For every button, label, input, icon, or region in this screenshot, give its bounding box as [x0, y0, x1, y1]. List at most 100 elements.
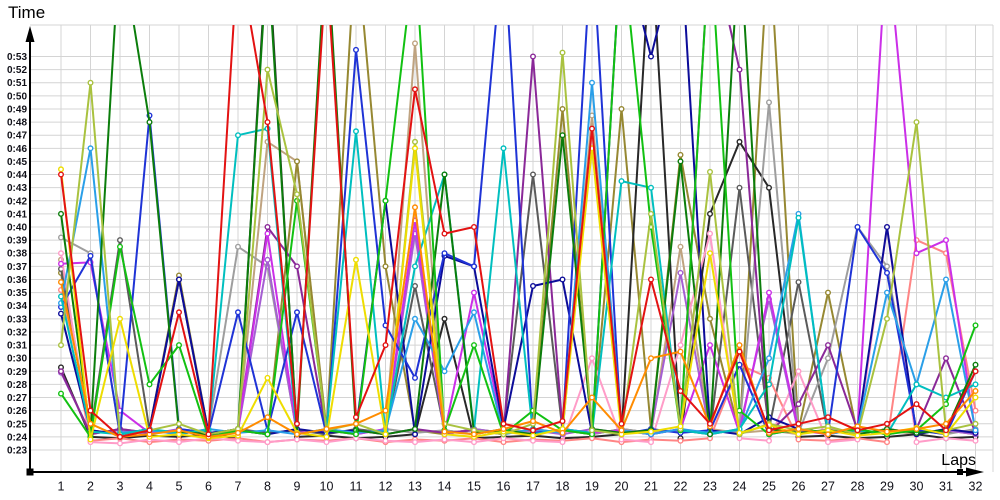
- data-point: [412, 263, 419, 270]
- y-tick-label: 0:42: [7, 196, 27, 207]
- data-point: [264, 414, 271, 421]
- data-point: [441, 230, 448, 237]
- data-point: [736, 429, 743, 436]
- y-tick-label: 0:50: [7, 91, 27, 102]
- data-point: [648, 276, 655, 283]
- data-point: [323, 439, 330, 446]
- data-point: [736, 348, 743, 355]
- origin-marker: [26, 468, 34, 476]
- data-point: [530, 432, 537, 439]
- x-tick-label: 12: [379, 480, 393, 494]
- data-point: [264, 66, 271, 73]
- data-point: [471, 289, 478, 296]
- data-point: [884, 439, 891, 446]
- y-tick-label: 0:47: [7, 131, 27, 142]
- data-point: [530, 418, 537, 425]
- data-point: [382, 263, 389, 270]
- data-point: [58, 250, 65, 257]
- data-point: [530, 427, 537, 434]
- y-tick-label: 0:27: [7, 393, 27, 404]
- data-point: [648, 210, 655, 217]
- x-tick-label: 13: [408, 480, 422, 494]
- data-point: [353, 414, 360, 421]
- data-point: [677, 243, 684, 250]
- data-point: [530, 437, 537, 444]
- data-point: [441, 171, 448, 178]
- data-point: [412, 315, 419, 322]
- data-point: [972, 407, 979, 414]
- x-tick-label: 1: [58, 480, 65, 494]
- data-point: [677, 342, 684, 349]
- data-point: [58, 368, 65, 375]
- data-point: [87, 145, 94, 152]
- data-point: [972, 381, 979, 388]
- data-point: [146, 427, 153, 434]
- data-point: [795, 431, 802, 438]
- x-tick-label: 29: [880, 480, 894, 494]
- data-point: [294, 158, 301, 165]
- y-tick-labels: 0:23 0:24 0:25 0:26 0:27 0:28 0:29 0:30 0:31 0:32…: [7, 52, 27, 457]
- x-tick-label: 21: [644, 480, 658, 494]
- series-line-navy: [60, 25, 976, 436]
- data-point: [175, 427, 182, 434]
- x-tick-label: 11: [350, 480, 363, 494]
- series-line-yellow: [60, 147, 977, 441]
- axis-decorations: [25, 26, 984, 477]
- data-point: [382, 342, 389, 349]
- data-point: [884, 263, 891, 270]
- data-point: [146, 381, 153, 388]
- data-point: [559, 105, 566, 112]
- data-point: [412, 374, 419, 381]
- data-point: [707, 431, 714, 438]
- data-point: [736, 66, 743, 73]
- data-point: [972, 368, 979, 375]
- data-point: [913, 426, 920, 433]
- data-point: [648, 355, 655, 362]
- data-point: [589, 427, 596, 434]
- data-point: [854, 223, 861, 230]
- data-point: [323, 426, 330, 433]
- x-tick-label: 14: [438, 480, 452, 494]
- y-tick-label: 0:43: [7, 183, 27, 194]
- y-axis-title: Time: [8, 3, 46, 22]
- y-tick-label: 0:40: [7, 223, 27, 234]
- data-point: [175, 420, 182, 427]
- data-point: [58, 390, 65, 397]
- data-point: [471, 223, 478, 230]
- data-point: [854, 427, 861, 434]
- data-point: [913, 401, 920, 408]
- series-salmon: [58, 237, 979, 446]
- data-point: [294, 263, 301, 270]
- data-point: [559, 439, 566, 446]
- data-point: [412, 431, 419, 438]
- y-tick-label: 0:35: [7, 288, 27, 299]
- y-tick-label: 0:39: [7, 236, 27, 247]
- x-axis-arrow: [966, 467, 984, 477]
- data-point: [884, 420, 891, 427]
- gridlines: [30, 24, 994, 472]
- data-point: [382, 437, 389, 444]
- data-point: [58, 234, 65, 241]
- data-point: [618, 105, 625, 112]
- y-tick-label: 0:49: [7, 105, 27, 116]
- data-point: [795, 368, 802, 375]
- data-point: [58, 166, 65, 173]
- data-point: [382, 407, 389, 414]
- y-tick-label: 0:28: [7, 380, 27, 391]
- data-point: [116, 440, 123, 447]
- data-point: [589, 394, 596, 401]
- x-tick-label: 28: [851, 480, 865, 494]
- series-line-blue: [60, 25, 977, 436]
- x-tick-label: 19: [585, 480, 599, 494]
- x-tick-label: 15: [467, 480, 481, 494]
- data-point: [234, 243, 241, 250]
- data-point: [530, 283, 537, 290]
- data-point: [648, 184, 655, 191]
- data-point: [589, 355, 596, 362]
- y-tick-label: 0:34: [7, 301, 27, 312]
- data-point: [264, 119, 271, 126]
- y-tick-label: 0:53: [7, 52, 27, 63]
- data-point: [736, 342, 743, 349]
- data-point: [500, 420, 507, 427]
- y-tick-label: 0:32: [7, 327, 27, 338]
